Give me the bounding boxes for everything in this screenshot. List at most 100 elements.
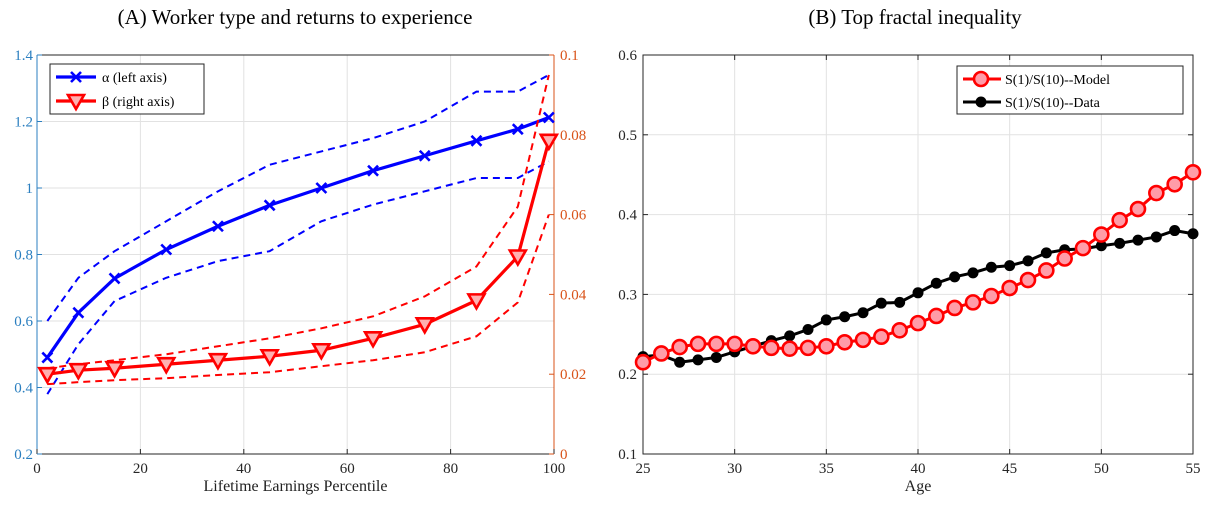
data-point — [875, 297, 887, 309]
data-point — [784, 330, 796, 342]
data-point — [894, 296, 906, 308]
alpha-point — [212, 220, 224, 233]
model-point — [928, 307, 945, 325]
left-y-tick-label: 0.6 — [14, 314, 33, 330]
series-0-line — [46, 116, 550, 359]
legend-box — [956, 65, 1184, 115]
data-point — [1187, 228, 1199, 240]
x-axis-label: Age — [905, 478, 932, 495]
alpha-point — [470, 134, 483, 147]
data-point — [985, 261, 997, 273]
beta-point — [311, 342, 332, 361]
data-point — [967, 267, 979, 279]
y-tick-label: 0.1 — [618, 447, 637, 463]
legend-label: α (left axis) — [102, 71, 167, 86]
model-point — [983, 287, 1000, 305]
model-point — [1148, 184, 1165, 202]
data-point — [839, 311, 851, 323]
legend-label: S(1)/S(10)--Data — [1005, 96, 1101, 111]
model-point — [671, 338, 688, 356]
y-tick-label: 0.3 — [618, 287, 637, 303]
legend-label: S(1)/S(10)--Model — [1005, 73, 1110, 88]
model-point — [946, 299, 963, 317]
panel-a-chart: 0 20 40 60 80 100 0.2 0.4 0.6 0.8 1 1.2 1.4 0 0.02 0.04… — [14, 48, 587, 495]
x-tick-label: 50 — [1094, 461, 1109, 477]
model-point — [781, 340, 798, 357]
legend-marker — [65, 93, 87, 112]
model-point — [873, 328, 890, 345]
x-tick-label: 35 — [819, 461, 834, 477]
beta-point — [68, 362, 89, 381]
data-point — [1004, 260, 1016, 272]
x-tick-label: 100 — [543, 461, 566, 477]
left-y-tick-label: 0.8 — [14, 248, 33, 264]
data-point — [710, 351, 722, 363]
alpha-point — [41, 351, 54, 364]
alpha-point — [315, 182, 328, 194]
y-tick-label: 0.2 — [618, 367, 637, 383]
x-tick-label: 30 — [727, 461, 742, 477]
model-point — [726, 335, 743, 353]
x-tick-label: 40 — [911, 461, 926, 477]
model-point — [1074, 239, 1092, 257]
x-tick-label: 40 — [236, 461, 251, 477]
model-point — [1093, 226, 1110, 243]
model-point — [964, 294, 982, 311]
model-point — [708, 335, 725, 353]
alpha-point — [542, 111, 555, 124]
x-tick-label: 45 — [1002, 461, 1017, 477]
data-point — [674, 356, 686, 368]
x-tick-label: 20 — [133, 461, 148, 477]
model-point — [1129, 200, 1147, 218]
right-y-tick-label: 0.02 — [560, 367, 586, 383]
model-point — [854, 331, 872, 349]
model-point — [763, 339, 780, 357]
beta-point — [414, 317, 435, 335]
series-1-line — [47, 140, 551, 376]
model-point — [1038, 262, 1055, 279]
data-point — [857, 307, 869, 319]
alpha-point — [418, 149, 431, 162]
panel-a-title: (A) Worker type and returns to experienc… — [118, 5, 473, 29]
x-tick-label: 25 — [636, 461, 651, 477]
beta-point — [37, 366, 58, 385]
alpha-point — [263, 199, 276, 212]
left-y-tick-label: 0.2 — [14, 447, 33, 463]
beta-point — [259, 348, 280, 367]
beta-point — [104, 360, 125, 379]
model-point — [744, 337, 762, 355]
right-y-tick-label: 0.06 — [560, 208, 587, 224]
right-y-tick-label: 0 — [560, 447, 568, 463]
beta-point — [362, 330, 384, 349]
model-point — [1166, 175, 1183, 193]
data-point — [802, 324, 814, 336]
model-point — [1001, 279, 1018, 297]
series-1-upper-band — [47, 74, 550, 370]
alpha-point — [72, 306, 85, 319]
x-axis-label: Lifetime Earnings Percentile — [204, 478, 388, 495]
data-point — [1095, 240, 1107, 252]
model-point — [1111, 211, 1128, 229]
model-point — [1056, 250, 1073, 267]
panel-b-chart: 25 30 35 40 45 50 55 0.1 0.2 0.3 0.4 0.5 0.6 Age S(1)/… — [618, 48, 1202, 495]
data-point — [1022, 255, 1034, 267]
model-point — [891, 322, 908, 339]
right-y-tick-label: 0.1 — [560, 48, 579, 64]
series-0-upper-band — [46, 74, 550, 322]
series-0-lower-band — [46, 160, 550, 395]
legend-marker — [972, 70, 990, 88]
x-tick-label: 80 — [443, 461, 458, 477]
model-point — [836, 333, 853, 351]
beta-point — [538, 133, 560, 152]
model-point — [799, 339, 817, 357]
data-point — [692, 354, 704, 366]
y-tick-label: 0.5 — [618, 128, 637, 144]
data-point — [1169, 225, 1181, 237]
panel-b-title: (B) Top fractal inequality — [808, 5, 1022, 29]
x-tick-label: 0 — [33, 461, 41, 477]
x-tick-label: 60 — [340, 461, 355, 477]
right-y-tick-label: 0.08 — [560, 128, 586, 144]
alpha-point — [367, 164, 379, 177]
